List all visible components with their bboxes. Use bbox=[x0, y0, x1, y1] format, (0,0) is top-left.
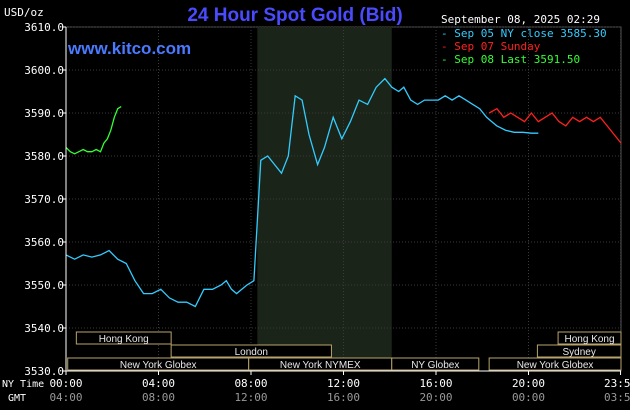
y-axis: 3530.0 3540.0 3550.0 3560.0 3570.0 3580.0 3590… bbox=[24, 21, 67, 378]
session-bar bbox=[170, 344, 332, 358]
x-tick-label-ny: 23:59 bbox=[604, 377, 630, 390]
session-label: New York NYMEX bbox=[280, 360, 361, 371]
session-label: New York Globex bbox=[517, 360, 594, 371]
session-label: Sydney bbox=[563, 347, 596, 358]
x-tick-label-ny: 00:00 bbox=[49, 377, 82, 390]
x-tick-label-gmt: 00:00 bbox=[512, 391, 545, 404]
session-bar bbox=[488, 357, 622, 371]
series-line-0 bbox=[65, 77, 539, 308]
session-label: Hong Kong bbox=[565, 334, 615, 345]
y-tick-label: 3590.0 bbox=[24, 107, 64, 120]
y-tick-label: 3600.0 bbox=[24, 64, 64, 77]
session-bar bbox=[557, 331, 622, 345]
legend: - Sep 05 NY close 3585.30 - Sep 07 Sunda… bbox=[441, 27, 607, 66]
y-tick-label: 3570.0 bbox=[24, 193, 64, 206]
session-bar bbox=[391, 357, 480, 371]
legend-item: - Sep 05 NY close 3585.30 bbox=[441, 27, 607, 40]
x-axis: 00:0004:0004:0008:0008:0012:0012:0016:00… bbox=[49, 370, 630, 404]
site-watermark: www.kitco.com bbox=[67, 39, 191, 58]
ny-time-label: NY Time bbox=[2, 379, 44, 390]
y-tick-label: 3580.0 bbox=[24, 150, 64, 163]
x-tick-label-ny: 04:00 bbox=[142, 377, 175, 390]
price-lines bbox=[65, 77, 622, 308]
y-tick-label: 3540.0 bbox=[24, 322, 64, 335]
y-tick-label: 3610.0 bbox=[24, 21, 64, 34]
session-label: New York Globex bbox=[120, 360, 197, 371]
y-tick-label: 3550.0 bbox=[24, 279, 64, 292]
x-tick-label-gmt: 04:00 bbox=[49, 391, 82, 404]
unit-label: USD/oz bbox=[4, 6, 44, 19]
series-line-1 bbox=[488, 107, 622, 144]
gmt-label: GMT bbox=[8, 393, 26, 404]
x-tick-label-gmt: 20:00 bbox=[419, 391, 452, 404]
grid bbox=[65, 26, 622, 372]
session-label: London bbox=[235, 347, 268, 358]
x-tick-label-ny: 12:00 bbox=[327, 377, 360, 390]
session-label: NY Globex bbox=[411, 360, 459, 371]
trading-sessions: Hong Kong London New York Globex New York N… bbox=[67, 331, 622, 371]
session-bar bbox=[536, 344, 622, 358]
timestamp: September 08, 2025 02:29 bbox=[441, 13, 600, 26]
x-tick-label-gmt: 16:00 bbox=[327, 391, 360, 404]
x-tick-label-gmt: 12:00 bbox=[234, 391, 267, 404]
legend-item: - Sep 08 Last 3591.50 bbox=[441, 53, 580, 66]
session-label: Hong Kong bbox=[99, 334, 149, 345]
x-tick-label-ny: 16:00 bbox=[419, 377, 452, 390]
x-tick-label-gmt: 03:59 bbox=[604, 391, 630, 404]
chart-title: 24 Hour Spot Gold (Bid) bbox=[187, 5, 402, 26]
session-bar bbox=[75, 331, 172, 345]
x-tick-label-gmt: 08:00 bbox=[142, 391, 175, 404]
legend-item: - Sep 07 Sunday bbox=[441, 40, 541, 53]
x-tick-label-ny: 20:00 bbox=[512, 377, 545, 390]
y-tick-label: 3560.0 bbox=[24, 236, 64, 249]
x-tick-label-ny: 08:00 bbox=[234, 377, 267, 390]
series-line-2 bbox=[65, 106, 122, 155]
y-tick-label: 3530.0 bbox=[24, 365, 64, 378]
